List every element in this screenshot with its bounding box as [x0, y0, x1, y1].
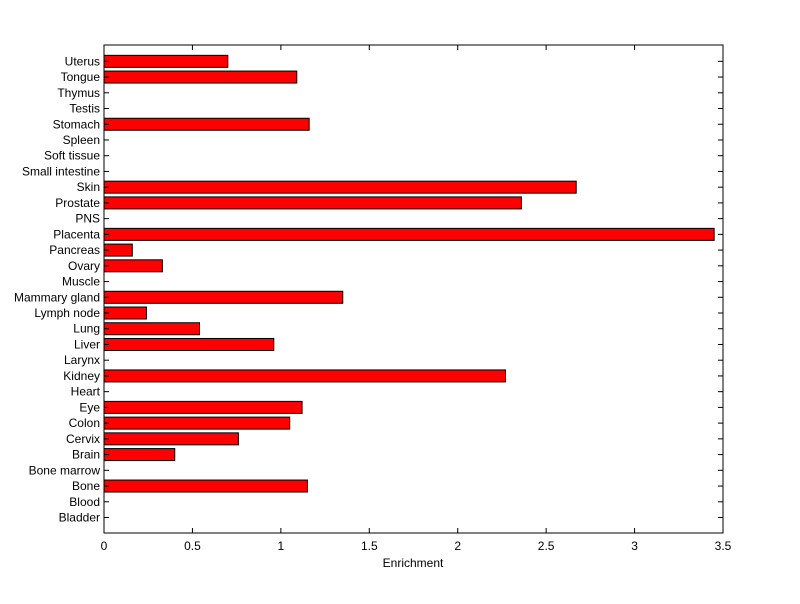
y-tick-label-pns: PNS	[75, 212, 100, 226]
y-tick-label-soft-tissue: Soft tissue	[44, 149, 100, 163]
bar-uterus	[103, 54, 229, 68]
y-tick-label-eye: Eye	[79, 400, 100, 414]
x-tick-label: 0	[101, 539, 108, 553]
y-tick-label-kidney: Kidney	[63, 369, 100, 383]
y-tick-label-pancreas: Pancreas	[49, 243, 100, 257]
bar-placenta	[103, 227, 715, 241]
y-tick-label-bone: Bone	[72, 479, 100, 493]
y-tick-label-uterus: Uterus	[65, 54, 100, 68]
x-tick-labels: 0 0.5 1 1.5 2 2.5 3 3.5	[101, 539, 732, 553]
y-tick-label-thymus: Thymus	[57, 86, 100, 100]
x-tick-label: 3.5	[715, 539, 732, 553]
y-tick-label-ovary: Ovary	[68, 259, 100, 273]
x-tick-label: 0.5	[184, 539, 201, 553]
plot-frame	[103, 44, 724, 534]
bar-lymph-node	[103, 306, 147, 320]
y-tick-label-liver: Liver	[74, 337, 100, 351]
x-tick-label: 2	[454, 539, 461, 553]
y-tick-label-testis: Testis	[69, 102, 100, 116]
bar-colon	[103, 416, 291, 430]
x-tick-label: 1.5	[361, 539, 378, 553]
bar-stomach	[103, 117, 310, 131]
bar-ovary	[103, 259, 163, 273]
bar-liver	[103, 337, 275, 351]
bar-brain	[103, 448, 176, 462]
bar-cervix	[103, 432, 239, 446]
y-tick-label-placenta: Placenta	[53, 227, 100, 241]
bar-kidney	[103, 369, 506, 383]
x-axis-label: Enrichment	[383, 556, 444, 570]
y-tick-label-lymph-node: Lymph node	[34, 306, 100, 320]
y-tick-label-small-intestine: Small intestine	[22, 164, 100, 178]
y-tick-label-larynx: Larynx	[64, 353, 100, 367]
bar-mammary-gland	[103, 290, 344, 304]
x-tick-label: 2.5	[538, 539, 555, 553]
y-tick-label-brain: Brain	[72, 448, 100, 462]
y-tick-label-blood: Blood	[69, 495, 100, 509]
y-tick-label-muscle: Muscle	[62, 275, 100, 289]
bar-tongue	[103, 70, 298, 84]
y-tick-label-stomach: Stomach	[53, 117, 100, 131]
y-tick-label-prostate: Prostate	[55, 196, 100, 210]
y-tick-label-bone-marrow: Bone marrow	[29, 463, 101, 477]
y-tick-label-heart: Heart	[71, 385, 101, 399]
bar-bone	[103, 479, 308, 493]
y-tick-label-colon: Colon	[69, 416, 100, 430]
x-tick-label: 3	[631, 539, 638, 553]
y-tick-label-tongue: Tongue	[61, 70, 101, 84]
y-tick-label-mammary-gland: Mammary gland	[14, 290, 100, 304]
bar-eye	[103, 400, 303, 414]
y-tick-label-spleen: Spleen	[63, 133, 100, 147]
bar-skin	[103, 180, 577, 194]
y-tick-label-lung: Lung	[73, 322, 100, 336]
bar-prostate	[103, 196, 522, 210]
bar-lung	[103, 322, 201, 336]
y-tick-label-cervix: Cervix	[66, 432, 100, 446]
x-tick-label: 1	[278, 539, 285, 553]
y-tick-label-skin: Skin	[77, 180, 100, 194]
y-tick-label-bladder: Bladder	[59, 511, 100, 525]
